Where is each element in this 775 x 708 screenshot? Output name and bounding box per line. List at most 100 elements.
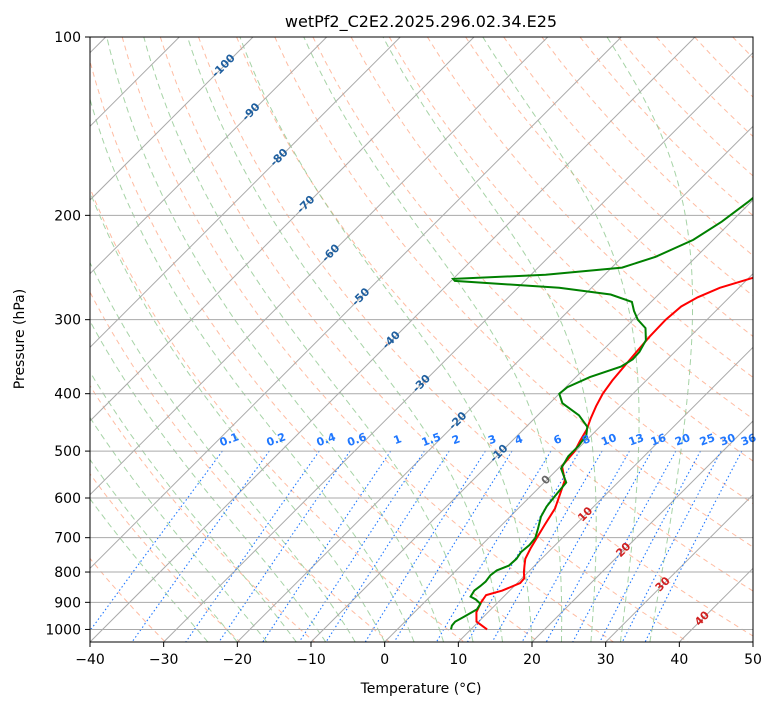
y-axis-ticks: 100 200 300 400 500 600 700 800 900 1000 <box>45 30 90 638</box>
isotherm-line <box>90 37 328 275</box>
isotherm-line <box>90 37 549 496</box>
mixing-ratio-label: 2 <box>450 432 462 447</box>
line-labels: -100-90-80-70-60-50-40-30-20-10010203040… <box>209 51 758 628</box>
dry-adiabat-line <box>350 37 753 462</box>
mixing-ratio-label: 20 <box>673 431 692 449</box>
mixing-ratio-label: 16 <box>649 431 668 449</box>
mixing-ratio-label: 1.5 <box>420 430 443 449</box>
isotherm-line <box>310 199 753 642</box>
mixing-ratio-label: 3 <box>486 432 498 447</box>
isotherm-line <box>90 37 475 422</box>
mixing-ratio-label: 0.4 <box>315 430 338 449</box>
chart-title: wetPf2_C2E2.2025.296.02.34.E25 <box>285 12 557 32</box>
moist-adiabat-line <box>90 370 297 642</box>
mixing-ratio-label: 4 <box>513 432 525 447</box>
mixing-ratio-line <box>218 450 351 642</box>
y-tick-label: 400 <box>54 387 81 403</box>
profile-lines <box>450 196 753 631</box>
mixing-ratio-line <box>90 450 223 632</box>
dry-adiabat-line <box>90 186 465 642</box>
dry-adiabat-line <box>388 37 753 420</box>
moist-adiabat-line <box>239 37 533 642</box>
isotherm-line <box>163 51 753 642</box>
isotherm-line <box>752 641 753 642</box>
mixing-ratio-label: 25 <box>698 431 717 448</box>
mixing-ratio-line <box>467 450 580 642</box>
x-tick-label: 0 <box>380 652 389 668</box>
mixing-ratio-label: 30 <box>718 431 737 449</box>
mixing-ratio-label: 13 <box>627 431 646 448</box>
isotherm-line <box>605 493 753 642</box>
x-axis-ticks: −40 −30 −20 −10 0 10 20 30 40 50 <box>75 642 762 668</box>
x-tick-label: −30 <box>149 652 179 668</box>
isotherm-line <box>531 420 753 642</box>
mixing-ratio-line <box>599 450 701 642</box>
dry-adiabat-line <box>236 37 753 592</box>
y-axis-label: Pressure (hPa) <box>12 289 28 389</box>
moist-adiabat-line <box>90 320 327 642</box>
x-tick-label: 50 <box>744 652 762 668</box>
mixing-ratio-line <box>185 450 320 642</box>
mixing-ratio-label: 0.1 <box>218 430 241 449</box>
dry-adiabat-line <box>694 37 753 98</box>
mixing-ratio-label: 0.2 <box>265 430 288 449</box>
isotherm-label: -60 <box>319 241 342 264</box>
x-tick-label: −20 <box>223 652 253 668</box>
isotherm-line <box>90 37 401 349</box>
mixing-ratio-line <box>298 450 425 642</box>
temperature-line <box>475 276 753 631</box>
y-tick-label: 300 <box>54 313 81 329</box>
plot-frame <box>89 36 754 643</box>
moist-adiabat-line <box>90 190 386 642</box>
dry-adiabat-line <box>121 37 614 642</box>
mixing-ratio-line <box>491 450 603 642</box>
moist-adiabat-line <box>90 458 238 642</box>
moist-adiabat-line <box>106 37 445 642</box>
mixing-ratio-line <box>262 450 392 642</box>
moist-adiabat-line <box>90 261 356 642</box>
y-tick-label: 700 <box>54 531 81 547</box>
dry-adiabat-line <box>312 37 753 505</box>
isotherm-line <box>457 346 753 642</box>
dry-adiabat-line <box>732 37 753 59</box>
dry-adiabat-line <box>426 37 753 378</box>
mixing-ratio-label: 6 <box>552 432 564 447</box>
dry-adiabat-line <box>90 291 390 642</box>
dry-adiabat-line <box>90 384 316 642</box>
dry-adiabat-line <box>90 472 241 642</box>
isotherm-line <box>678 567 753 642</box>
mixing-ratio-line <box>325 450 450 642</box>
mixing-ratio-line <box>545 450 653 642</box>
moist-adiabat-line <box>382 37 597 642</box>
pressure-gridlines <box>90 37 753 630</box>
mixing-ratio-line <box>644 450 743 642</box>
x-tick-label: 30 <box>597 652 615 668</box>
x-tick-label: 10 <box>449 652 467 668</box>
mixing-ratio-line <box>572 450 677 642</box>
x-tick-label: 40 <box>670 652 688 668</box>
dewpoint-line <box>450 196 753 630</box>
mixing-ratio-label: 0.6 <box>346 430 369 449</box>
dry-adiabat-line <box>656 37 753 138</box>
mixing-ratio-label: 8 <box>580 432 592 447</box>
mixing-ratio-label: 1 <box>392 432 404 447</box>
mixing-ratio-label: 10 <box>599 431 618 449</box>
moist-adiabat-line <box>90 416 268 642</box>
isotherm-line <box>90 37 696 642</box>
y-tick-label: 200 <box>54 208 81 224</box>
y-tick-label: 1000 <box>45 622 81 638</box>
isotherm-line <box>90 37 254 201</box>
mixing-ratio-line <box>131 450 270 642</box>
dry-adiabat-line <box>771 37 775 642</box>
x-axis-label: Temperature (°C) <box>360 681 482 697</box>
isotherm-line <box>236 125 753 642</box>
y-tick-label: 900 <box>54 595 81 611</box>
x-tick-label: −10 <box>296 652 326 668</box>
moist-adiabat-line <box>90 497 209 642</box>
dry-adiabat-line <box>503 37 753 297</box>
dry-adiabat-line <box>90 557 166 642</box>
moist-adiabat-line <box>606 37 694 642</box>
dry-adiabat-line <box>274 37 753 548</box>
x-tick-label: 20 <box>523 652 541 668</box>
